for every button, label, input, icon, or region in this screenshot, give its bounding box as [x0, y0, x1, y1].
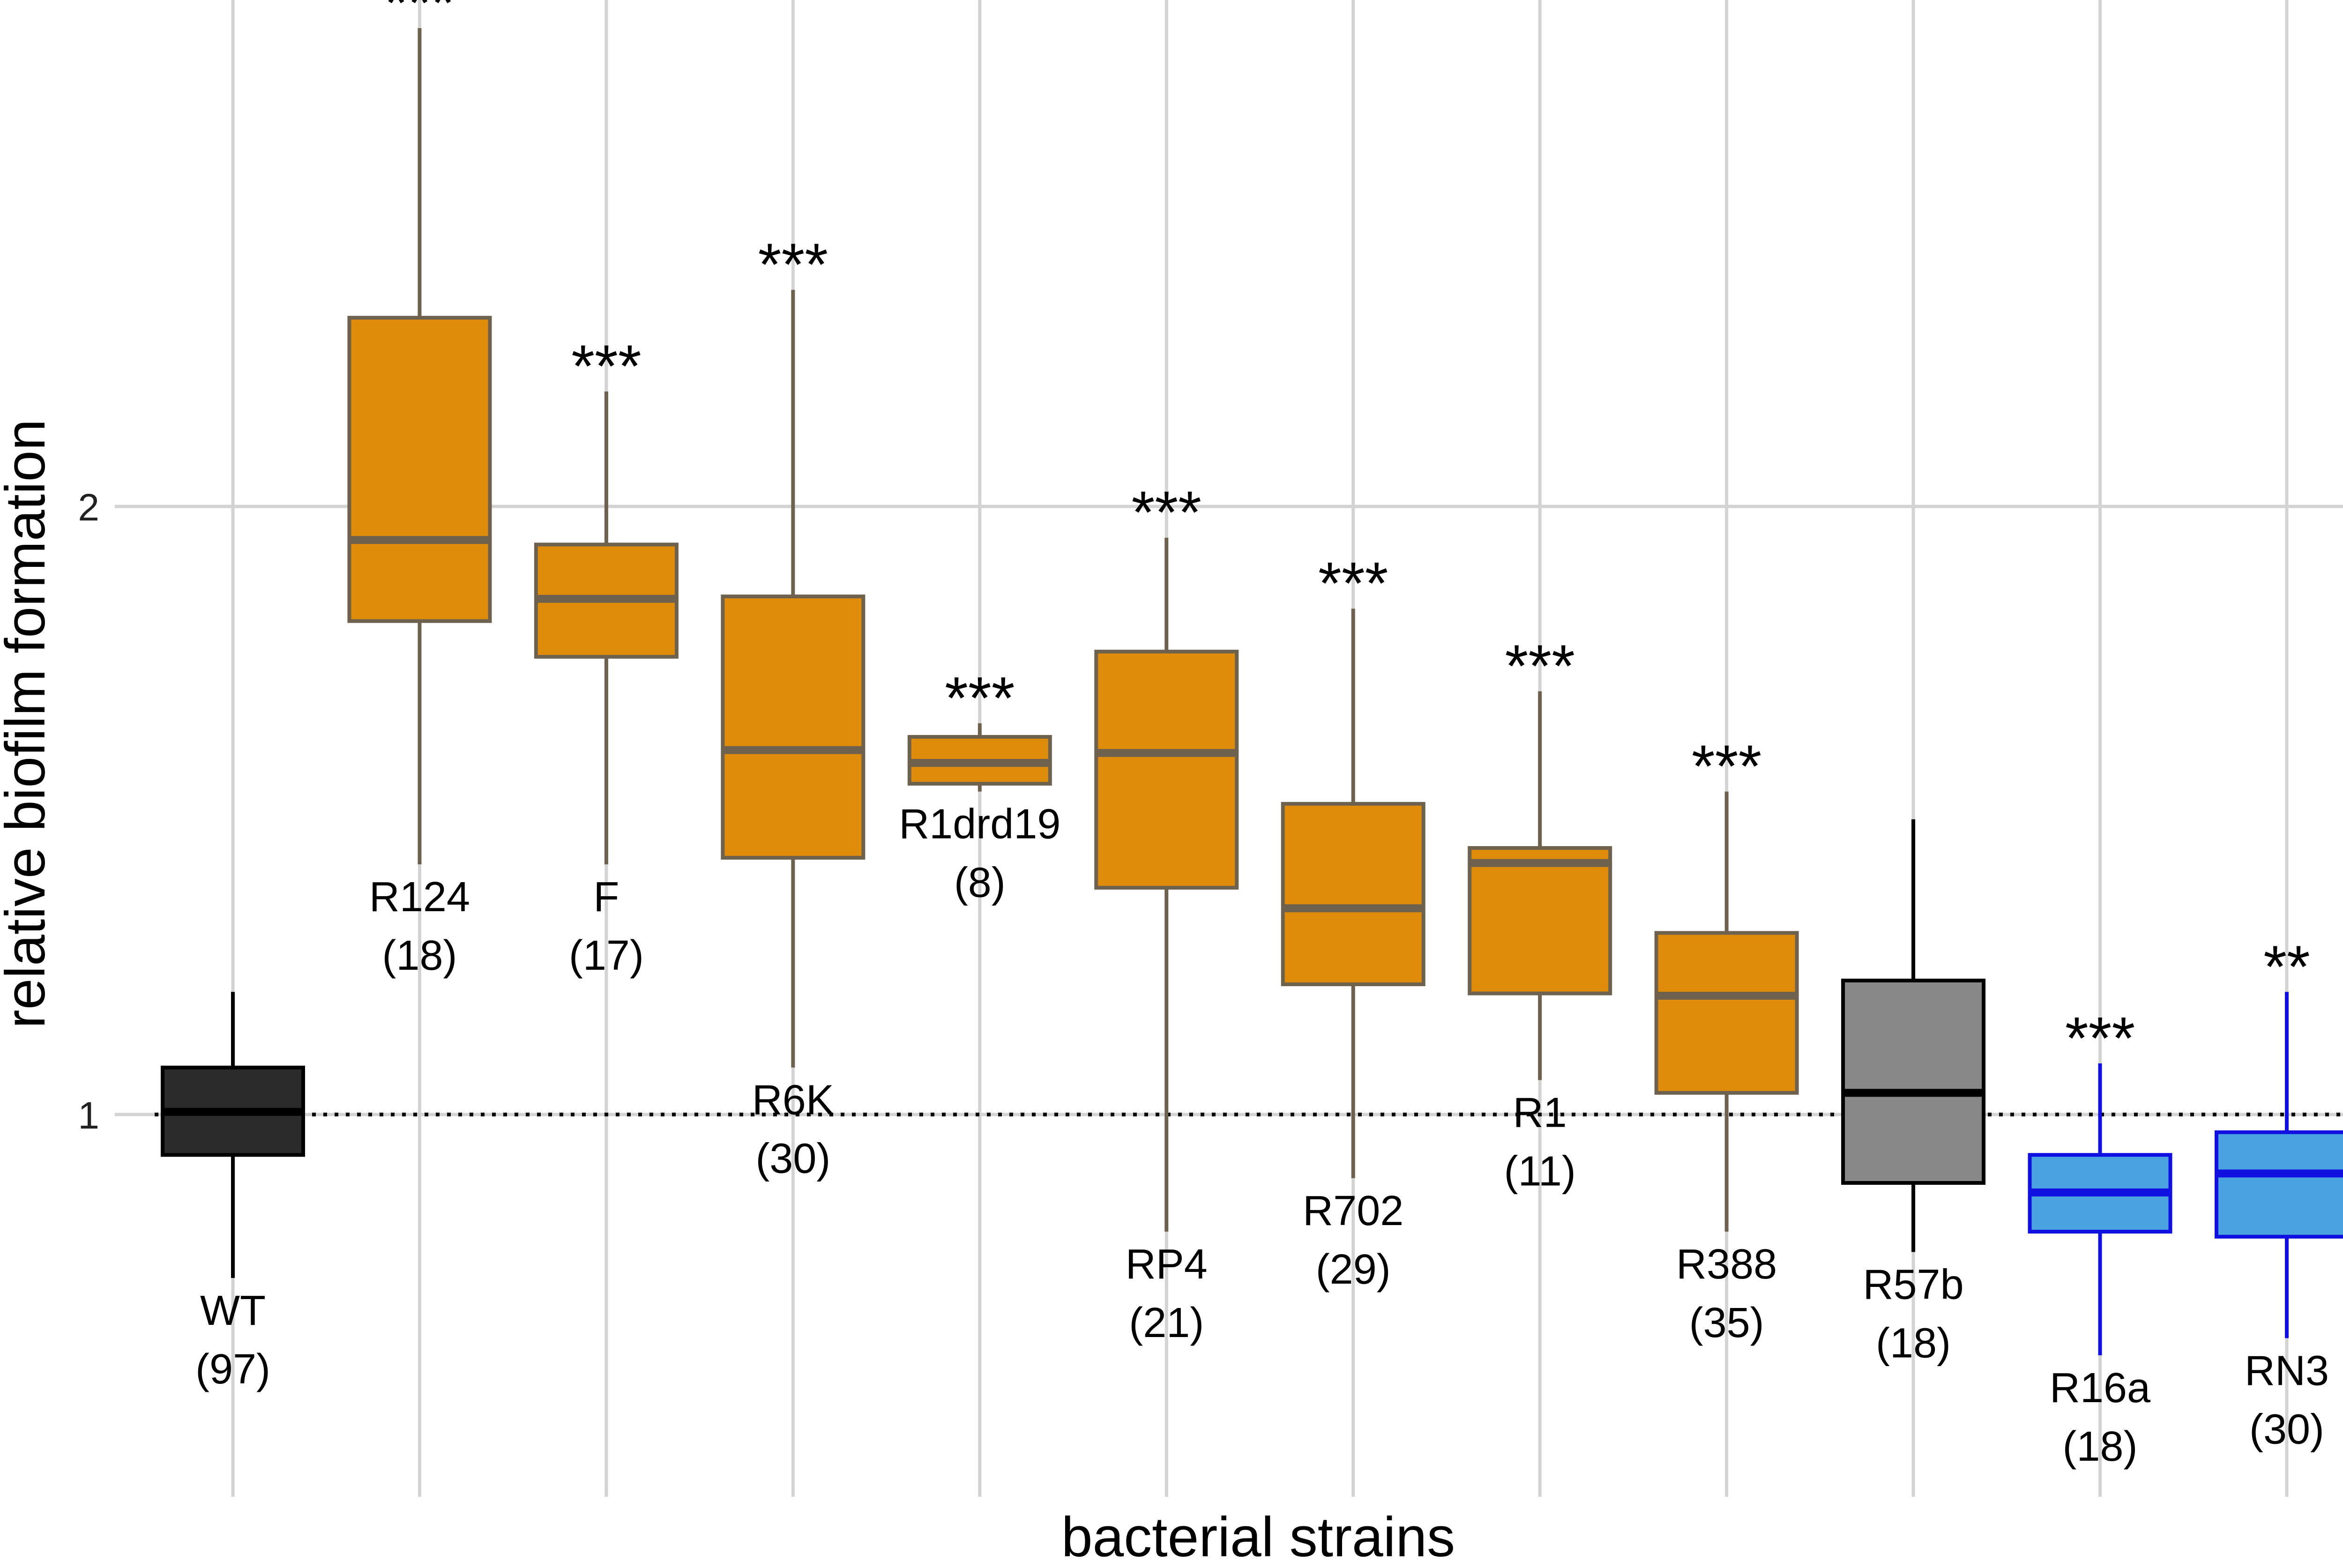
significance-stars-f: *** — [571, 333, 641, 400]
box-r6k — [721, 290, 866, 1068]
box-r57b — [1841, 819, 1986, 1252]
strain-label-rp4: RP4 — [1126, 1241, 1208, 1288]
boxes-layer — [161, 28, 2343, 1355]
box-r16a — [2028, 1063, 2172, 1355]
strain-label-r57b: R57b — [1863, 1261, 1964, 1308]
iqr-box-r57b — [1841, 979, 1986, 1185]
x-axis-title: bacterial strains — [1061, 1506, 1455, 1568]
significance-stars-r16a: *** — [2065, 1005, 2135, 1072]
sample-size-label-r1: (11) — [1504, 1148, 1575, 1195]
iqr-box-r702 — [1281, 802, 1425, 987]
sample-size-label-r16a: (18) — [2063, 1423, 2138, 1470]
y-tick-label-2: 2 — [78, 486, 99, 529]
sample-size-label-r57b: (18) — [1876, 1320, 1951, 1367]
significance-stars-r124: *** — [385, 0, 455, 37]
box-rp4 — [1094, 537, 1239, 1232]
significance-stars-r1: *** — [1505, 633, 1574, 700]
strain-label-wt: WT — [200, 1287, 266, 1334]
box-r702 — [1281, 609, 1425, 1178]
box-rn3 — [2215, 992, 2343, 1338]
sample-size-label-rp4: (21) — [1129, 1300, 1204, 1346]
box-r1drd19 — [907, 723, 1052, 792]
strain-label-rn3: RN3 — [2245, 1347, 2329, 1394]
significance-stars-r1drd19: *** — [945, 665, 1015, 732]
strain-label-r6k: R6K — [752, 1077, 834, 1124]
sample-size-label-wt: (97) — [195, 1346, 270, 1393]
box-r1 — [1468, 691, 1612, 1080]
y-axis-title: relative biofilm formation — [0, 419, 57, 1029]
iqr-box-r6k — [721, 595, 866, 860]
strain-label-r16a: R16a — [2050, 1365, 2151, 1412]
iqr-box-rn3 — [2215, 1130, 2343, 1239]
labels-layer: WT (97) *** R124 (18) *** F (17) *** R6K (30) *** R1… — [195, 0, 2329, 1470]
significance-stars-r388: *** — [1692, 733, 1761, 800]
axis-layer: bacterial strains relative biofilm forma… — [0, 419, 1455, 1568]
box-r388 — [1654, 791, 1799, 1232]
box-f — [534, 391, 679, 864]
sample-size-label-f: (17) — [569, 932, 644, 979]
strain-label-f: F — [593, 874, 619, 921]
strain-label-r1: R1 — [1513, 1090, 1567, 1137]
iqr-box-rp4 — [1094, 649, 1239, 890]
y-tick-label-1: 1 — [78, 1094, 99, 1137]
strain-label-r124: R124 — [369, 874, 470, 921]
sample-size-label-r702: (29) — [1316, 1246, 1391, 1293]
strain-label-r388: R388 — [1676, 1241, 1777, 1288]
sample-size-label-r6k: (30) — [755, 1136, 830, 1182]
iqr-box-r124 — [347, 316, 492, 623]
significance-stars-r6k: *** — [758, 231, 828, 298]
significance-stars-r702: *** — [1318, 550, 1388, 617]
box-r124 — [347, 28, 492, 864]
strain-label-r1drd19: R1drd19 — [899, 801, 1060, 848]
significance-stars-rn3: ** — [2263, 933, 2310, 1000]
box-wt — [161, 992, 305, 1278]
strain-label-r702: R702 — [1303, 1188, 1403, 1234]
sample-size-label-r124: (18) — [382, 932, 457, 979]
iqr-box-r1 — [1468, 846, 1612, 996]
significance-stars-rp4: *** — [1132, 479, 1201, 546]
sample-size-label-r1drd19: (8) — [954, 860, 1006, 907]
sample-size-label-rn3: (30) — [2249, 1406, 2324, 1453]
iqr-box-r388 — [1654, 931, 1799, 1095]
sample-size-label-r388: (35) — [1689, 1300, 1764, 1346]
